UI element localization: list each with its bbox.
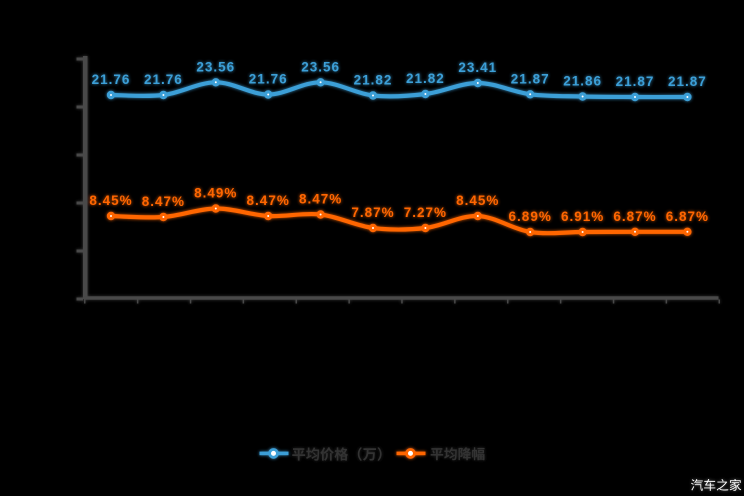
svg-text:8.45%: 8.45%	[456, 193, 499, 208]
svg-text:23.56: 23.56	[301, 59, 340, 74]
svg-text:6.91%: 6.91%	[561, 209, 604, 224]
svg-text:6.91%: 6.91%	[561, 209, 604, 224]
svg-text:8.47%: 8.47%	[142, 194, 185, 209]
svg-text:6.87%: 6.87%	[613, 209, 656, 224]
svg-text:8.47%: 8.47%	[247, 193, 290, 208]
svg-text:7.27%: 7.27%	[404, 205, 447, 220]
svg-text:21.87: 21.87	[668, 74, 707, 89]
svg-text:21.82: 21.82	[354, 73, 393, 88]
svg-text:7.27%: 7.27%	[404, 205, 447, 220]
svg-text:23.41: 23.41	[458, 60, 497, 75]
svg-text:8.47%: 8.47%	[247, 193, 290, 208]
svg-text:21.82: 21.82	[406, 71, 445, 86]
svg-text:6.87%: 6.87%	[666, 209, 709, 224]
svg-text:23.56: 23.56	[301, 59, 340, 74]
svg-text:8.47%: 8.47%	[299, 192, 342, 207]
svg-text:21.76: 21.76	[144, 72, 183, 87]
svg-text:21.76: 21.76	[249, 72, 288, 87]
svg-text:8.47%: 8.47%	[299, 192, 342, 207]
svg-text:21.87: 21.87	[511, 71, 550, 86]
svg-text:6.87%: 6.87%	[666, 209, 709, 224]
svg-text:21.76: 21.76	[249, 72, 288, 87]
svg-text:21.87: 21.87	[616, 74, 655, 89]
svg-text:8.45%: 8.45%	[456, 193, 499, 208]
svg-text:21.86: 21.86	[563, 74, 602, 89]
svg-text:21.87: 21.87	[511, 71, 550, 86]
svg-text:21.76: 21.76	[144, 72, 183, 87]
svg-text:6.87%: 6.87%	[613, 209, 656, 224]
svg-text:21.76: 21.76	[92, 72, 131, 87]
svg-text:21.82: 21.82	[354, 73, 393, 88]
svg-text:6.89%: 6.89%	[509, 209, 552, 224]
svg-text:21.76: 21.76	[92, 72, 131, 87]
svg-text:8.47%: 8.47%	[142, 194, 185, 209]
svg-text:7.87%: 7.87%	[351, 205, 394, 220]
svg-text:8.45%: 8.45%	[89, 193, 132, 208]
svg-text:23.56: 23.56	[196, 59, 235, 74]
svg-text:21.82: 21.82	[406, 71, 445, 86]
svg-text:21.86: 21.86	[563, 74, 602, 89]
svg-text:23.41: 23.41	[458, 60, 497, 75]
svg-text:8.49%: 8.49%	[194, 186, 237, 201]
svg-text:6.89%: 6.89%	[509, 209, 552, 224]
svg-text:21.87: 21.87	[616, 74, 655, 89]
svg-text:8.49%: 8.49%	[194, 186, 237, 201]
svg-text:21.87: 21.87	[668, 74, 707, 89]
svg-text:23.56: 23.56	[196, 59, 235, 74]
svg-text:7.87%: 7.87%	[351, 205, 394, 220]
svg-text:8.45%: 8.45%	[89, 193, 132, 208]
